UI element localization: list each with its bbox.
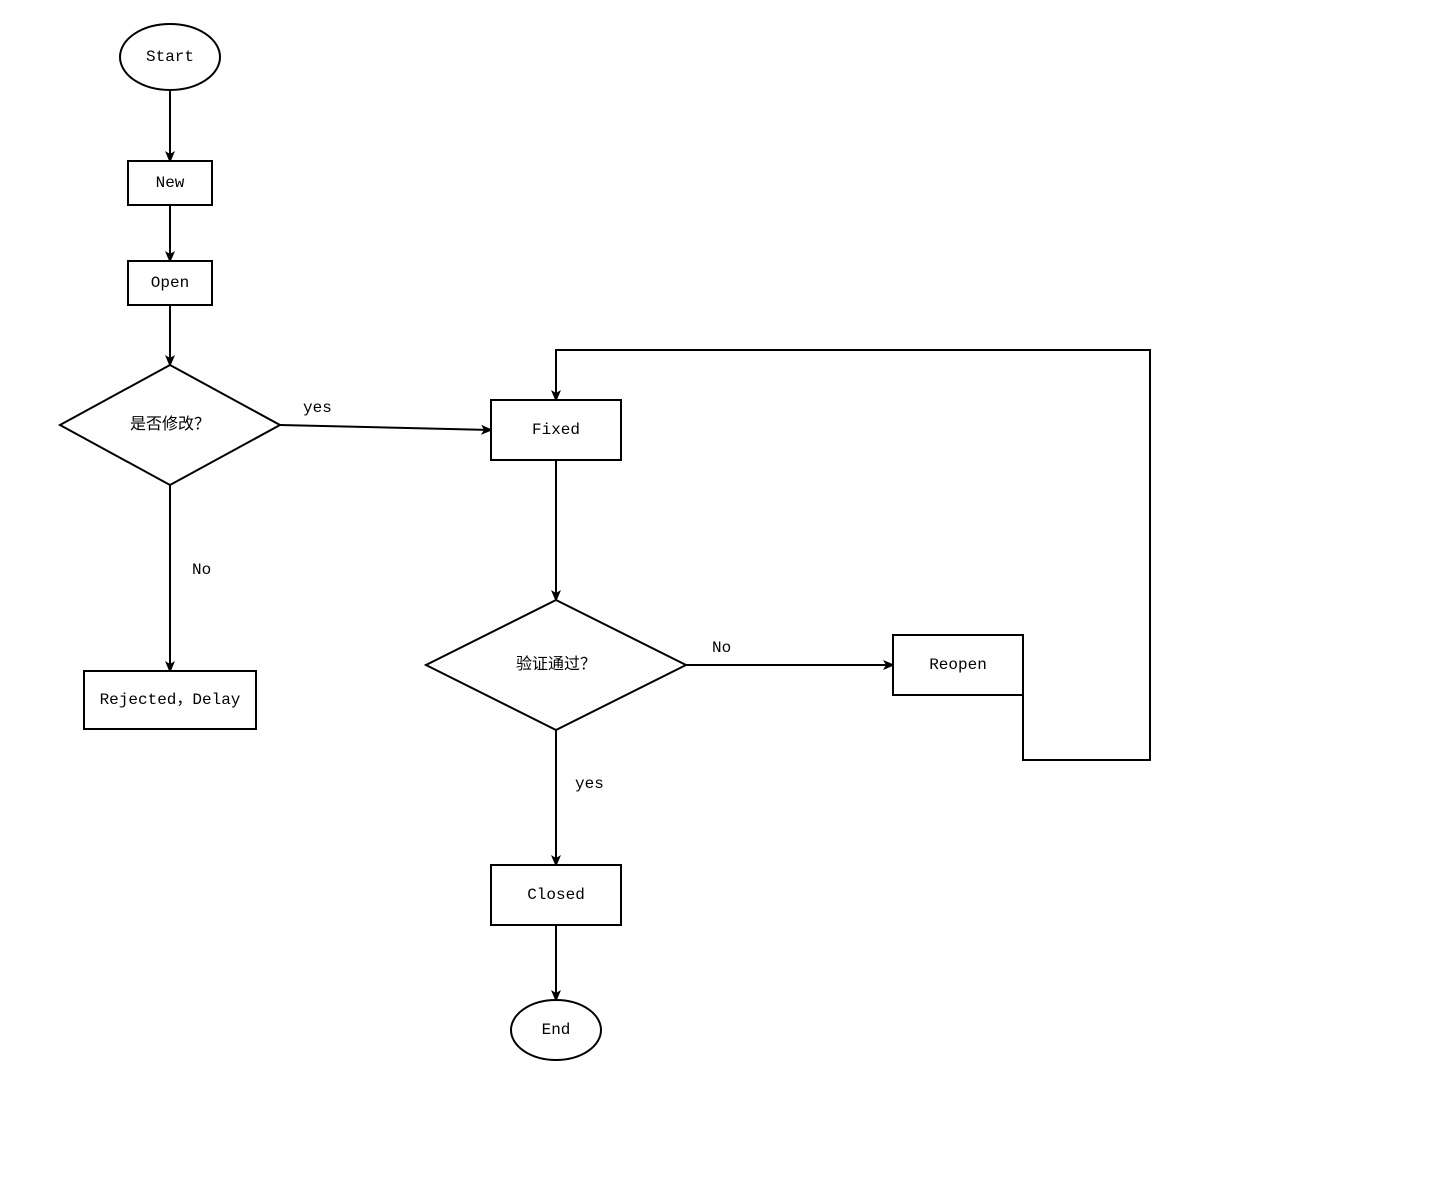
node-label-rejected: Rejected，Delay — [100, 691, 241, 709]
node-label-modify: 是否修改？ — [130, 415, 210, 434]
node-label-closed: Closed — [527, 886, 585, 904]
node-label-end: End — [542, 1021, 571, 1039]
node-label-open: Open — [151, 274, 189, 292]
edge-e_reopen_fixed — [556, 350, 1150, 760]
edge-e_modify_fixed — [280, 425, 491, 430]
edge-label-e_modify_reject: No — [192, 561, 211, 579]
node-label-reopen: Reopen — [929, 656, 987, 674]
node-label-fixed: Fixed — [532, 421, 580, 439]
node-label-new: New — [156, 174, 185, 192]
flowchart-canvas: yes No No yes Start New Open 是否修改？ Rejected，Dela… — [0, 0, 1444, 1192]
node-label-verify: 验证通过？ — [516, 655, 596, 674]
edge-label-e_modify_fixed: yes — [303, 399, 332, 417]
node-label-start: Start — [146, 48, 194, 66]
edge-label-e_verify_reopen: No — [712, 639, 731, 657]
edge-label-e_verify_closed: yes — [575, 775, 604, 793]
